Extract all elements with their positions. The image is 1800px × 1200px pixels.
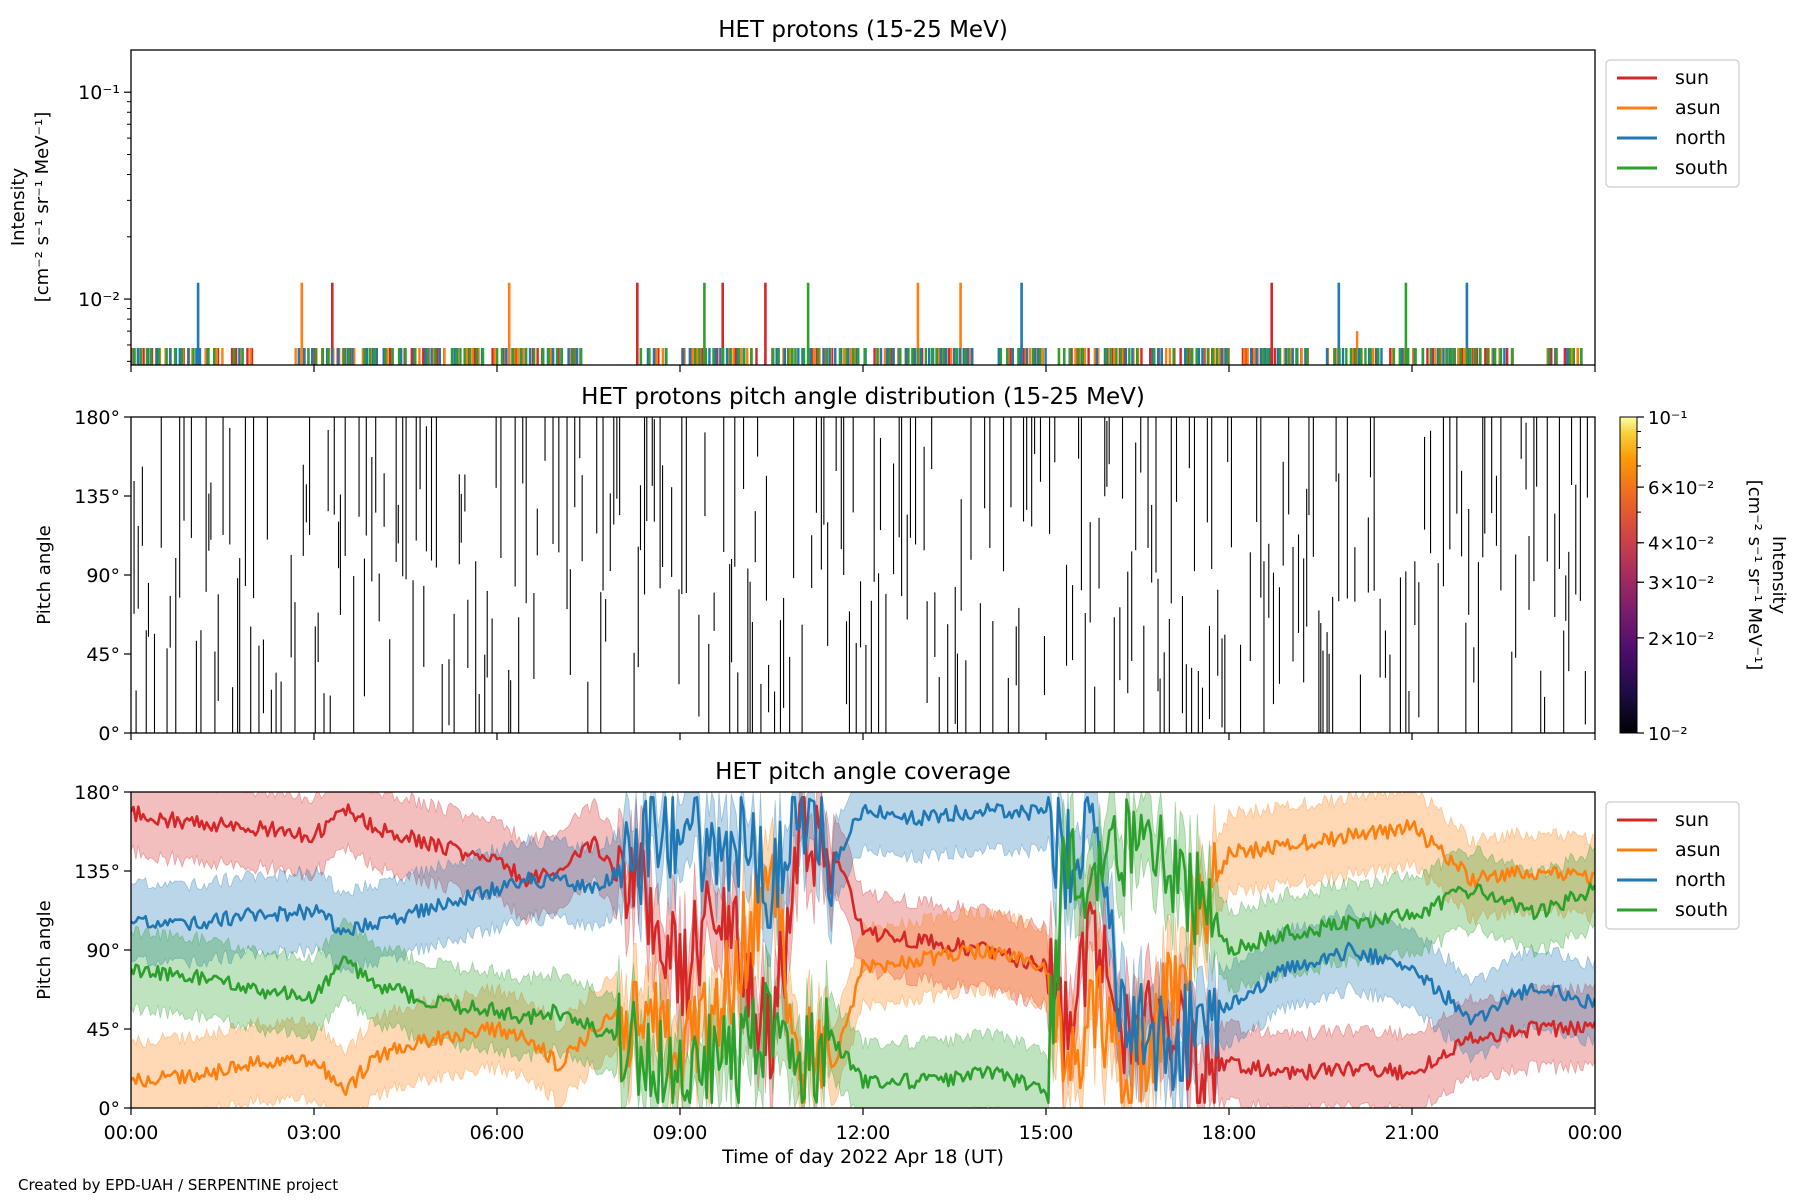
y-tick-label: 0° [98,723,120,745]
colorbar-label-line1: Intensity [1768,536,1789,615]
x-axis-ticks: 00:00 03:00 06:00 09:00 12:00 15:00 18:00 21:00… [104,365,1623,1144]
y-tick-label: 135° [74,486,120,508]
panel1-y-ticks: 10⁻¹ 10⁻² [78,82,131,362]
legend-label-north: north [1675,869,1726,891]
panel1-frame [130,49,1596,366]
line-sun [131,796,1595,1104]
x-tick-label: 21:00 [1385,1122,1440,1144]
panel1-title: HET protons (15-25 MeV) [718,17,1008,43]
line-asun [131,819,1595,1104]
x-tick-label: 09:00 [653,1122,708,1144]
band-north [131,792,1595,1108]
x-axis-label: Time of day 2022 Apr 18 (UT) [721,1146,1004,1168]
panel2-frame [130,416,1596,734]
legend-label-sun: sun [1675,809,1709,831]
panel2-title: HET protons pitch angle distribution (15… [581,384,1145,410]
colorbar-ticks: 10⁻¹ 6×10⁻² 4×10⁻² 3×10⁻² 2×10⁻² 10⁻² [1637,408,1714,745]
y-tick-label: 45° [86,644,120,666]
line-north [131,796,1595,1092]
x-tick-label: 00:00 [104,1122,159,1144]
y-tick-label: 10⁻² [78,289,120,311]
colorbar-tick-label: 3×10⁻² [1648,573,1714,594]
legend-label-north: north [1675,127,1726,149]
footer-credit: Created by EPD-UAH / SERPENTINE project [18,1176,339,1194]
legend-box [1605,59,1740,188]
panel2-ylabel: Pitch angle [34,525,55,624]
x-tick-label: 15:00 [1019,1122,1074,1144]
colorbar-tick-label: 2×10⁻² [1648,629,1714,650]
legend-panel3: sun asun north south [1605,801,1740,930]
line-south [131,798,1595,1104]
x-tick-label: 12:00 [836,1122,891,1144]
panel1-ylabel-line2: [cm⁻² s⁻¹ sr⁻¹ MeV⁻¹] [32,112,53,303]
colorbar-tick-label: 10⁻² [1648,724,1688,745]
y-tick-label: 10⁻¹ [78,82,120,104]
panel2-marks [133,417,1588,733]
x-tick-label: 06:00 [470,1122,525,1144]
panel1-marks [131,282,1583,365]
legend-panel1: sun asun north south [1605,59,1740,188]
legend-label-sun: sun [1675,67,1709,89]
panel2-y-ticks: 0° 45° 90° 135° 180° [74,407,131,745]
legend-box [1605,801,1740,930]
y-tick-label: 180° [74,782,120,804]
panel-intensity: HET protons (15-25 MeV) 10⁻¹ 10⁻² Intensi… [8,17,1596,366]
colorbar-tick-label: 10⁻¹ [1648,408,1688,429]
y-tick-label: 135° [74,861,120,883]
colorbar-tick-label: 6×10⁻² [1648,478,1714,499]
y-tick-label: 45° [86,1019,120,1041]
panel3-marks [131,792,1595,1108]
colorbar [1619,416,1638,734]
legend-label-south: south [1675,157,1728,179]
legend-label-asun: asun [1675,97,1721,119]
x-tick-label: 03:00 [287,1122,342,1144]
band-sun [131,792,1595,1108]
panel3-title: HET pitch angle coverage [715,759,1011,785]
colorbar-label-line2: [cm⁻² s⁻¹ sr⁻¹ MeV⁻¹] [1744,480,1765,671]
y-tick-label: 90° [86,565,120,587]
panel-pitch-angle-distribution: HET protons pitch angle distribution (15… [34,384,1789,745]
panel-pitch-angle-coverage: HET pitch angle coverage 0° 45° 90° 135° 180… [34,759,1596,1120]
panel3-y-ticks: 0° 45° 90° 135° 180° [74,782,131,1120]
y-tick-label: 90° [86,940,120,962]
legend-label-asun: asun [1675,839,1721,861]
panel1-ylabel-line1: Intensity [8,167,29,246]
y-tick-label: 0° [98,1098,120,1120]
x-tick-label: 00:00 [1568,1122,1623,1144]
legend-label-south: south [1675,899,1728,921]
colorbar-tick-label: 4×10⁻² [1648,534,1714,555]
panel3-ylabel: Pitch angle [34,900,55,999]
y-tick-label: 180° [74,407,120,429]
x-tick-label: 18:00 [1202,1122,1257,1144]
